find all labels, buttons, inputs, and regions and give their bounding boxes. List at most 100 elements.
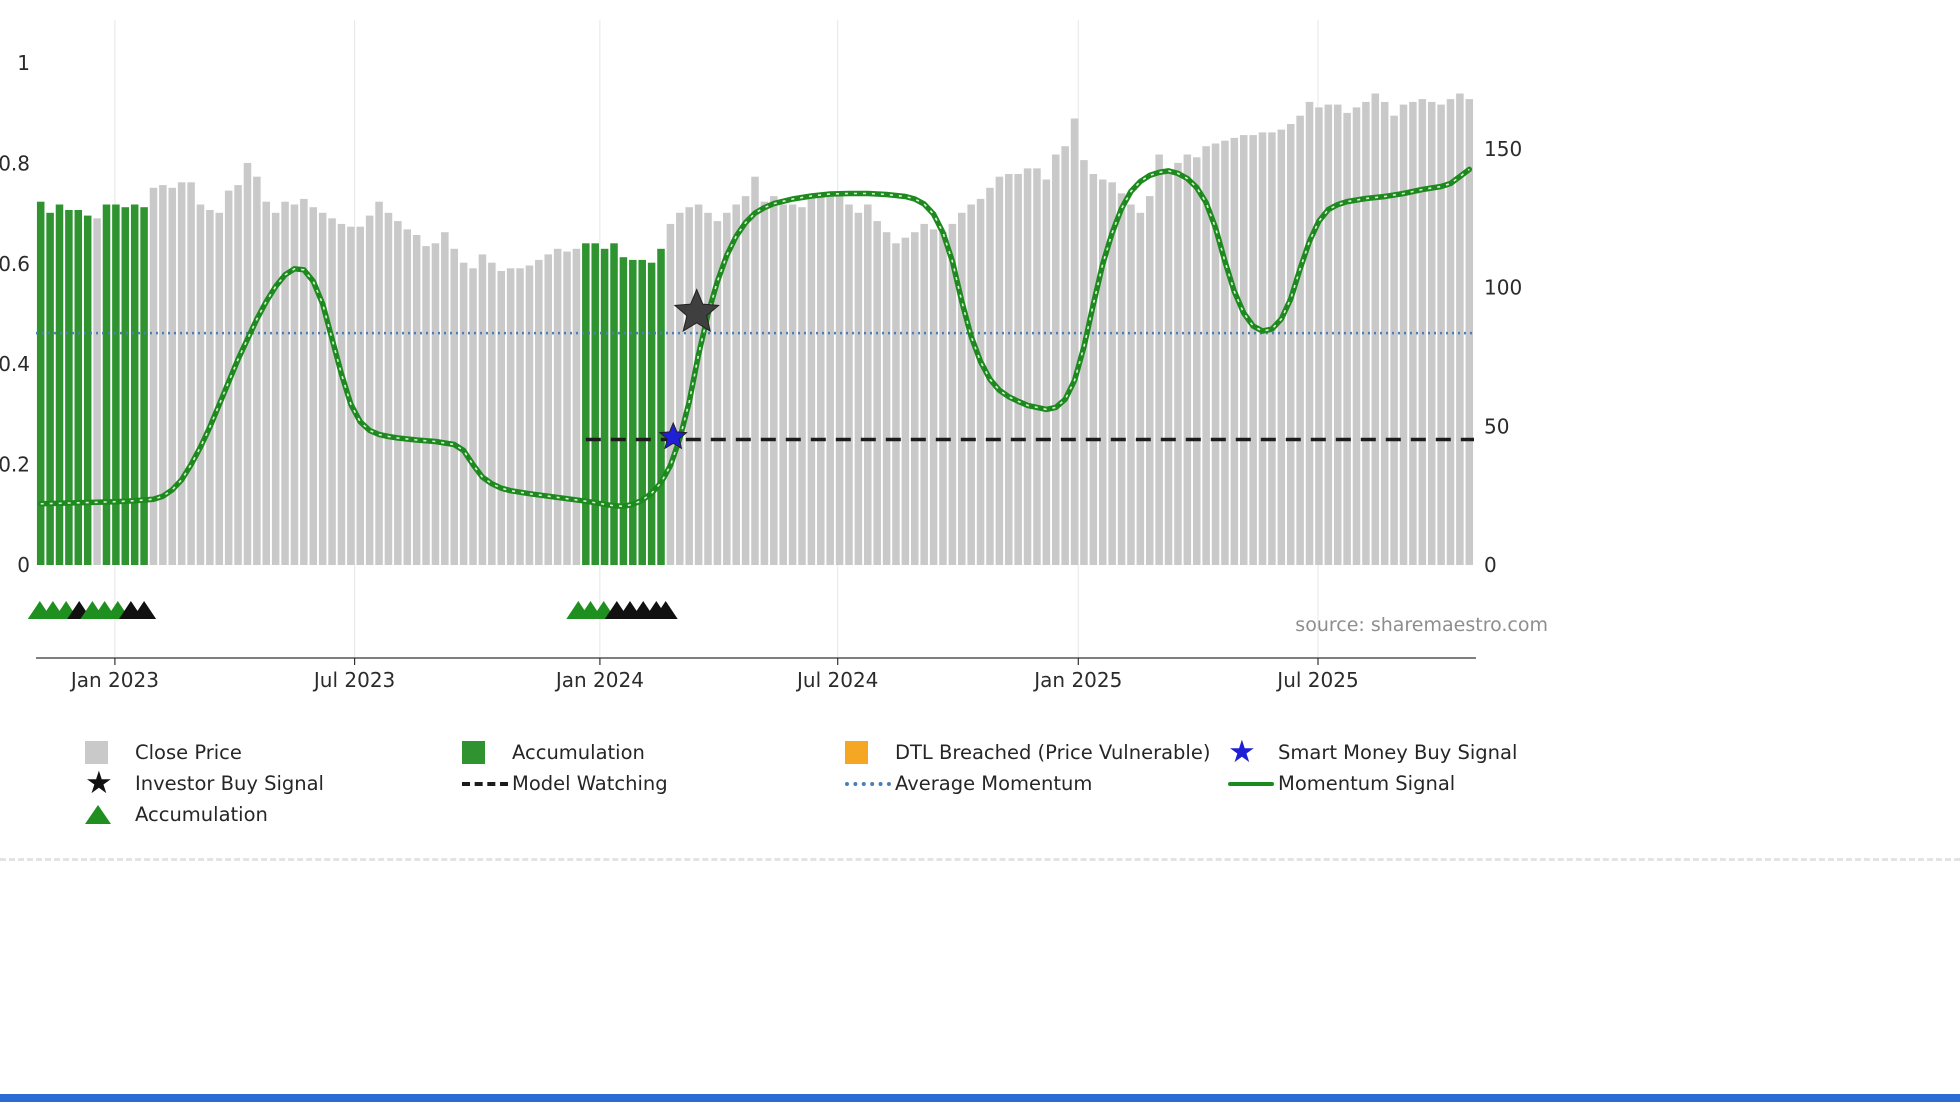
close-price-bar (1202, 146, 1210, 565)
y-left-tick-label: 0.6 (0, 252, 30, 276)
accumulation-bar (591, 243, 599, 566)
close-price-bar (1268, 132, 1276, 565)
close-price-bar (365, 215, 374, 565)
close-price-bar (1399, 104, 1408, 565)
y-right-tick-label: 0 (1484, 553, 1497, 577)
accumulation-bar (657, 248, 665, 566)
close-price-bar (920, 223, 928, 565)
close-price-bar (1409, 101, 1417, 566)
accumulation-bar (647, 262, 656, 565)
close-price-bar (459, 262, 468, 565)
price-momentum-chart: Jan 2023 Jul 2023 Jan 2024 Jul 2024 Jan 2025… (0, 20, 1522, 692)
close-price-bar (206, 210, 214, 565)
accumulation-bar (619, 257, 628, 565)
close-price-bar (149, 187, 158, 566)
close-price-bar (1456, 93, 1464, 565)
close-price-bar (976, 198, 985, 565)
close-price-bar (1437, 104, 1445, 565)
close-price-bar (713, 221, 722, 565)
close-price-bar (779, 204, 787, 565)
close-price-bar (807, 196, 816, 565)
momentum-signal-swatch-icon (1228, 781, 1278, 786)
y-left-tick-label: 0.4 (0, 352, 30, 376)
close-price-bar (1033, 168, 1041, 565)
accumulation-markers (27, 601, 678, 619)
close-price-bar (1080, 160, 1088, 565)
close-price-bar (760, 201, 769, 565)
close-price-bar (995, 176, 1004, 565)
accumulation-marker-swatch-icon (85, 805, 135, 824)
close-price-bar (685, 207, 693, 565)
close-price-bar (770, 196, 778, 565)
close-price-bar (469, 268, 477, 565)
close-price-bar (1014, 174, 1022, 565)
close-price-bar (835, 196, 844, 565)
close-price-bar (271, 212, 280, 566)
x-tick-label: Jul 2024 (795, 668, 878, 692)
close-price-bar (1239, 135, 1248, 565)
smart-money-buy-signal-star-icon (658, 421, 688, 450)
close-price-bar (356, 226, 365, 565)
y-left-tick-label: 0.8 (0, 151, 30, 175)
close-price-bar (1286, 124, 1295, 565)
y-left-tick-label: 0 (17, 553, 30, 577)
close-price-bar (882, 232, 891, 565)
chart-legend: Close Price Accumulation DTL Breached (Pri… (85, 737, 1548, 830)
close-price-bar (488, 262, 496, 565)
close-price-bar (262, 201, 271, 565)
close-price-bar (732, 204, 740, 565)
close-price-bar (1005, 174, 1013, 565)
x-tick-label: Jan 2024 (554, 668, 644, 692)
close-price-bar (1465, 99, 1474, 565)
y-right-tick-label: 100 (1484, 276, 1522, 300)
investor-buy-signal-star-icon (673, 288, 720, 333)
accumulation-bar (130, 204, 139, 565)
close-price-bar (441, 232, 449, 565)
close-price-bar (243, 162, 252, 565)
close-price-bar (1089, 174, 1098, 565)
legend-item-momentum-signal: Momentum Signal (1228, 768, 1548, 799)
x-tick-label: Jul 2023 (312, 668, 395, 692)
accumulation-bar (582, 243, 590, 566)
model-watching-swatch-icon (462, 781, 512, 786)
legend-label: Momentum Signal (1278, 772, 1456, 795)
accumulation-bar (638, 259, 646, 565)
close-price-bar (318, 212, 327, 566)
close-price-bar (929, 229, 938, 565)
close-price-bar (666, 223, 675, 565)
close-price-bar (892, 243, 900, 566)
accumulation-bar (46, 212, 54, 566)
accumulation-bar (102, 204, 111, 565)
smart-money-buy-signal-swatch-icon: ★ (1228, 734, 1256, 770)
close-price-bar (431, 243, 440, 566)
accumulation-bar (140, 207, 148, 565)
close-price-bar (1371, 93, 1380, 565)
close-price-bar (516, 268, 524, 565)
bottom-accent-bar (0, 1094, 1960, 1102)
y-right-tick-label: 50 (1484, 414, 1509, 438)
close-price-bar (1098, 179, 1107, 565)
close-price-bar (572, 248, 581, 566)
close-price-bar (159, 185, 167, 565)
close-price-bar (290, 204, 299, 565)
close-price-bar (300, 198, 308, 565)
close-price-bar (1277, 129, 1286, 565)
accumulation-bar (112, 204, 120, 565)
legend-label: Smart Money Buy Signal (1278, 741, 1518, 764)
close-price-bar (1211, 143, 1220, 565)
close-price-bar (553, 248, 562, 566)
accumulation-bar (74, 210, 83, 565)
close-price-bar (854, 212, 863, 566)
legend-item-close-price: Close Price (85, 737, 462, 768)
close-price-bar (450, 248, 458, 566)
close-price-bar (535, 259, 543, 565)
accumulation-bar (610, 243, 618, 566)
legend-label: Accumulation (512, 741, 645, 764)
close-price-bar (1343, 112, 1351, 566)
close-price-bar (939, 232, 947, 565)
close-price-bars (36, 93, 1474, 566)
close-price-bar (958, 212, 966, 566)
bottom-divider (0, 858, 1960, 861)
close-price-bar (1192, 157, 1201, 566)
close-price-swatch-icon (85, 741, 135, 764)
